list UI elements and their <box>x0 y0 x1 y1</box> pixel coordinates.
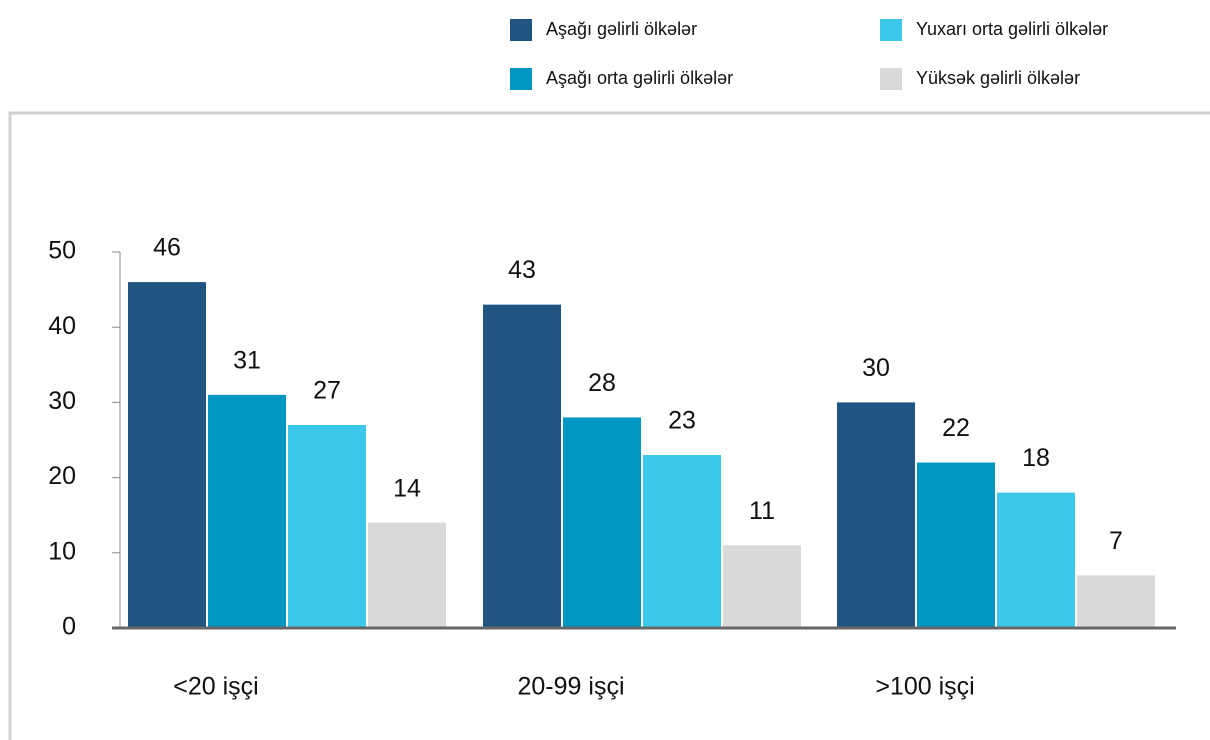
bar <box>643 455 721 628</box>
bar-value-label: 28 <box>588 369 616 397</box>
bar-value-label: 11 <box>749 497 775 525</box>
legend-label: Aşağı orta gəlirli ölkələr <box>546 68 733 88</box>
legend-label: Yuxarı orta gəlirli ölkələr <box>916 19 1108 39</box>
bar <box>1077 575 1155 628</box>
bar <box>837 402 915 628</box>
y-tick-label: 0 <box>62 613 76 641</box>
y-tick-label: 30 <box>48 387 76 415</box>
x-tick-label: >100 işçi <box>875 673 974 701</box>
bar <box>208 394 286 628</box>
bar <box>997 492 1075 628</box>
bar <box>563 417 641 628</box>
bar <box>483 304 561 628</box>
legend-swatch <box>510 19 532 41</box>
bar <box>368 522 446 628</box>
bar <box>128 282 206 628</box>
plot-frame <box>8 111 1210 740</box>
bar-value-label: 46 <box>153 234 181 262</box>
legend-label: Aşağı gəlirli ölkələr <box>546 19 697 39</box>
bar <box>917 462 995 628</box>
bar-value-label: 43 <box>508 256 536 284</box>
y-tick-label: 40 <box>48 312 76 340</box>
y-tick-label: 20 <box>48 462 76 490</box>
bar-value-label: 7 <box>1109 527 1123 555</box>
bar-value-label: 22 <box>942 414 970 442</box>
y-tick-label: 10 <box>48 537 76 565</box>
bar-value-label: 27 <box>313 377 341 405</box>
bar <box>288 424 366 628</box>
legend-label: Yüksək gəlirli ölkələr <box>916 68 1080 88</box>
bar-value-label: 18 <box>1022 444 1050 472</box>
legend-swatch <box>880 19 902 41</box>
legend-swatch <box>510 68 532 90</box>
bar-value-label: 31 <box>233 346 261 374</box>
bar-value-label: 23 <box>668 407 696 435</box>
bar-value-label: 30 <box>862 354 890 382</box>
legend-swatch <box>880 68 902 90</box>
y-tick-label: 50 <box>48 237 76 265</box>
x-tick-label: 20-99 işçi <box>518 673 625 701</box>
bar-value-label: 14 <box>393 474 421 502</box>
bar <box>723 545 801 628</box>
x-tick-label: <20 işçi <box>173 673 258 701</box>
